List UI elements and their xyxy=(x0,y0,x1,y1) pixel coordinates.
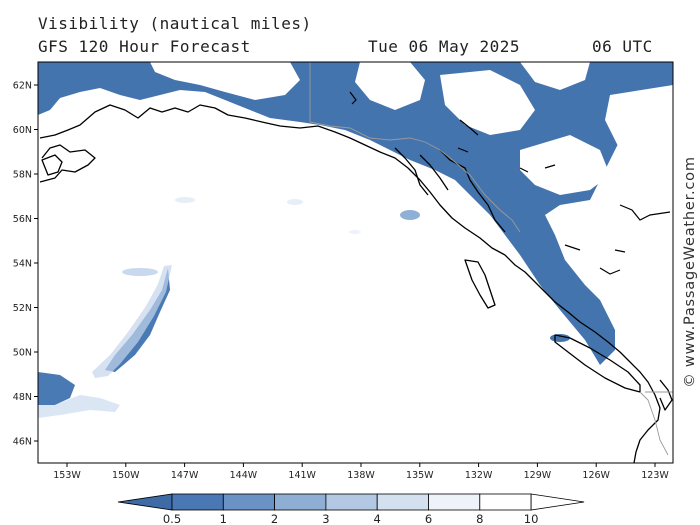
lake-2 xyxy=(459,119,479,136)
lake-9 xyxy=(564,244,581,251)
lon-label: 132W xyxy=(465,470,493,481)
colorbar-label: 6 xyxy=(425,512,432,525)
lon-label: 138W xyxy=(347,470,375,481)
lat-label: 58N xyxy=(13,170,32,181)
coastline-alaska xyxy=(39,104,506,256)
lat-label: 60N xyxy=(13,125,32,136)
lake-1 xyxy=(349,91,357,105)
lon-label: 126W xyxy=(582,470,610,481)
lon-label: 135W xyxy=(406,470,434,481)
colorbar-segment xyxy=(171,493,224,511)
forecast-time: 06 UTC xyxy=(592,37,653,56)
fog-wisp-1 xyxy=(122,268,158,276)
fog-wisp-2 xyxy=(175,197,195,203)
border-alaska-canada xyxy=(309,62,521,233)
fog-region-north xyxy=(38,62,673,365)
visibility-shading xyxy=(38,62,673,418)
lake-7 xyxy=(614,249,626,253)
clear-patch-6 xyxy=(560,230,660,300)
map-title: Visibility (nautical miles) xyxy=(38,14,312,33)
fog-streak-central-edge xyxy=(92,265,172,378)
lake-3 xyxy=(457,147,469,153)
colorbar: 0.5 1 2 3 4 6 8 10 xyxy=(117,493,585,525)
lon-label: 153W xyxy=(53,470,81,481)
kodiak-island xyxy=(41,154,63,176)
lat-label: 62N xyxy=(13,81,32,92)
clear-patch-3 xyxy=(440,70,535,135)
axis-ticks xyxy=(34,84,656,467)
clear-patch-2 xyxy=(355,62,425,110)
coastline-washington xyxy=(659,379,673,411)
lon-label: 141W xyxy=(288,470,316,481)
fog-wisp-5 xyxy=(400,210,420,220)
colorbar-label: 4 xyxy=(374,512,381,525)
lake-5 xyxy=(619,204,671,221)
coastline-inland xyxy=(394,147,506,233)
fog-wisp-3 xyxy=(287,199,303,205)
lon-label: 144W xyxy=(230,470,258,481)
lat-label: 48N xyxy=(13,392,32,403)
forecast-model: GFS 120 Hour Forecast xyxy=(38,37,251,56)
clear-patch-1 xyxy=(150,62,300,100)
colorbar-segment xyxy=(325,493,378,511)
lat-label: 46N xyxy=(13,437,32,448)
inland-waters xyxy=(349,91,671,275)
lat-label: 54N xyxy=(13,259,32,270)
latitude-labels: 62N 60N 58N 56N 54N 52N 50N 48N 46N xyxy=(13,81,32,448)
forecast-date: Tue 06 May 2025 xyxy=(368,37,520,56)
colorbar-label: 10 xyxy=(524,512,539,525)
fog-faint-southwest xyxy=(38,395,120,418)
colorbar-segment xyxy=(479,493,532,511)
lake-6 xyxy=(599,267,621,275)
lake-8 xyxy=(544,164,556,169)
haida-gwaii xyxy=(464,259,496,309)
colorbar-segment xyxy=(222,493,276,511)
fog-region-southwest xyxy=(38,372,75,405)
political-borders xyxy=(309,62,673,456)
fog-wisp-4 xyxy=(349,230,361,234)
colorbar-arrow-right xyxy=(530,493,585,511)
lake-4 xyxy=(519,167,529,173)
colorbar-label: 8 xyxy=(476,512,483,525)
colorbar-label: 1 xyxy=(220,512,227,525)
longitude-labels: 153W 150W 147W 144W 141W 138W 135W 132W 129W 126W… xyxy=(53,470,669,481)
colorbar-segment xyxy=(428,493,481,511)
colorbar-segment xyxy=(376,493,429,511)
clear-patch-4 xyxy=(520,135,610,195)
colorbar-arrow-left xyxy=(117,493,173,511)
lat-label: 50N xyxy=(13,348,32,359)
clear-patch-5 xyxy=(605,85,673,200)
lat-label: 52N xyxy=(13,303,32,314)
colorbar-label: 3 xyxy=(322,512,329,525)
watermark-text: © www.PassageWeather.com xyxy=(682,156,698,388)
coastline-bc xyxy=(504,254,661,464)
colorbar-label: 2 xyxy=(271,512,278,525)
colorbar-label: 0.5 xyxy=(163,512,181,525)
lon-label: 147W xyxy=(171,470,199,481)
border-canada-us xyxy=(639,391,673,456)
lon-label: 123W xyxy=(641,470,669,481)
lat-label: 56N xyxy=(13,214,32,225)
lon-label: 129W xyxy=(524,470,552,481)
colorbar-segment xyxy=(274,493,327,511)
clear-patch-7 xyxy=(520,62,590,90)
coastline xyxy=(39,104,673,464)
lon-label: 150W xyxy=(112,470,140,481)
